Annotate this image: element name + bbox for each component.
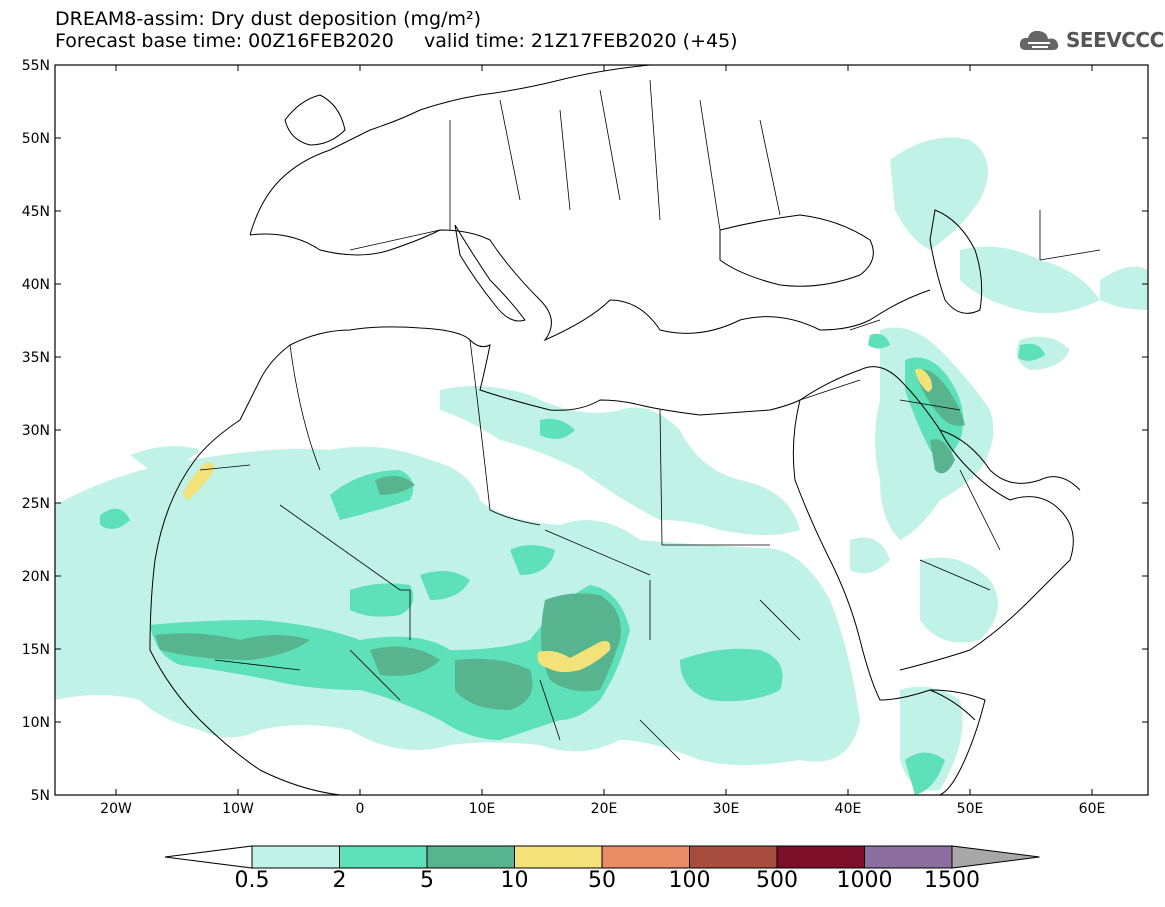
map-frame xyxy=(54,64,1149,796)
deposition-level-10 xyxy=(182,368,933,673)
colorbar-label: 0.5 xyxy=(234,868,270,893)
colorbar xyxy=(164,845,1040,869)
africa-west-coast xyxy=(149,419,341,795)
colorbar-under-triangle xyxy=(164,845,253,869)
colorbar-label: 100 xyxy=(668,868,711,893)
country-borders-europe xyxy=(349,79,781,251)
europe-north-coast xyxy=(249,65,651,236)
uk-outline xyxy=(284,94,346,146)
lat-tick-label: 40N xyxy=(22,277,50,293)
colorbar-label: 1500 xyxy=(924,868,980,893)
colorbar-label: 50 xyxy=(588,868,616,893)
madagascar-horn xyxy=(929,689,976,721)
longitude-axis: 20W 10W 0 10E 20E 30E 40E 50E 60E xyxy=(100,65,1105,817)
colorbar-segment xyxy=(339,845,428,869)
seevccc-logo: SEEVCCC xyxy=(1018,26,1164,54)
lat-tick-label: 45N xyxy=(22,204,50,220)
colorbar-segment xyxy=(864,845,953,869)
lon-tick-label: 60E xyxy=(1079,801,1106,817)
lon-tick-label: 10E xyxy=(469,801,496,817)
colorbar-over-triangle xyxy=(951,845,1040,869)
colorbar-segment xyxy=(251,845,340,869)
arabia-coast xyxy=(799,366,1074,671)
europe-south-coast xyxy=(249,229,931,342)
colorbar-segment xyxy=(776,845,865,869)
title-line-2: Forecast base time: 00Z16FEB2020 valid t… xyxy=(55,30,738,52)
lon-tick-label: 0 xyxy=(356,801,365,817)
logo-text: SEEVCCC xyxy=(1066,28,1164,52)
country-borders-africa xyxy=(199,339,801,761)
lat-tick-label: 30N xyxy=(22,423,50,439)
lat-tick-label: 15N xyxy=(22,642,50,658)
lat-tick-label: 10N xyxy=(22,715,50,731)
deposition-fields xyxy=(55,137,1148,795)
colorbar-label: 2 xyxy=(332,868,347,893)
cloud-icon xyxy=(1019,30,1059,50)
lat-tick-label: 25N xyxy=(22,496,50,512)
africa-north-coast xyxy=(239,326,801,421)
title-line-1: DREAM8-assim: Dry dust deposition (mg/m²… xyxy=(55,8,482,30)
red-sea-coast xyxy=(792,399,986,795)
deposition-level-5 xyxy=(155,369,965,710)
italy-outline xyxy=(454,224,526,322)
lat-tick-label: 35N xyxy=(22,350,50,366)
lon-tick-label: 30E xyxy=(713,801,740,817)
colorbar-label: 5 xyxy=(420,868,434,893)
lat-tick-label: 20N xyxy=(22,569,50,585)
lon-tick-label: 20W xyxy=(100,801,132,817)
colorbar-label: 1000 xyxy=(836,868,893,893)
colorbar-segment xyxy=(601,845,690,869)
lon-tick-label: 20E xyxy=(591,801,618,817)
lon-tick-label: 50E xyxy=(957,801,984,817)
lon-tick-label: 40E xyxy=(835,801,862,817)
colorbar-label: 10 xyxy=(500,868,529,893)
lat-tick-label: 55N xyxy=(22,58,50,74)
lat-tick-label: 50N xyxy=(22,131,50,147)
black-sea-coast xyxy=(719,214,874,287)
caspian-sea-coast xyxy=(929,209,983,314)
map-title: DREAM8-assim: Dry dust deposition (mg/m²… xyxy=(55,8,738,52)
coastlines-and-borders xyxy=(149,65,1101,795)
colorbar-segment xyxy=(689,845,778,869)
colorbar-label: 500 xyxy=(756,868,798,893)
colorbar-segment xyxy=(426,845,515,869)
lat-tick-label: 5N xyxy=(31,788,50,804)
colorbar-segment xyxy=(514,845,603,869)
lon-tick-label: 10W xyxy=(222,801,254,817)
country-borders-middle-east xyxy=(799,210,1101,591)
persian-gulf-coast xyxy=(939,429,1081,491)
